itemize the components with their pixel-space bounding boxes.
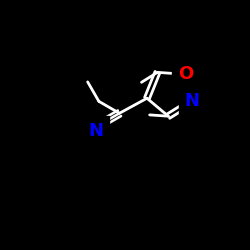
Text: N: N: [184, 92, 200, 110]
Text: N: N: [88, 122, 103, 140]
Text: O: O: [178, 65, 193, 83]
